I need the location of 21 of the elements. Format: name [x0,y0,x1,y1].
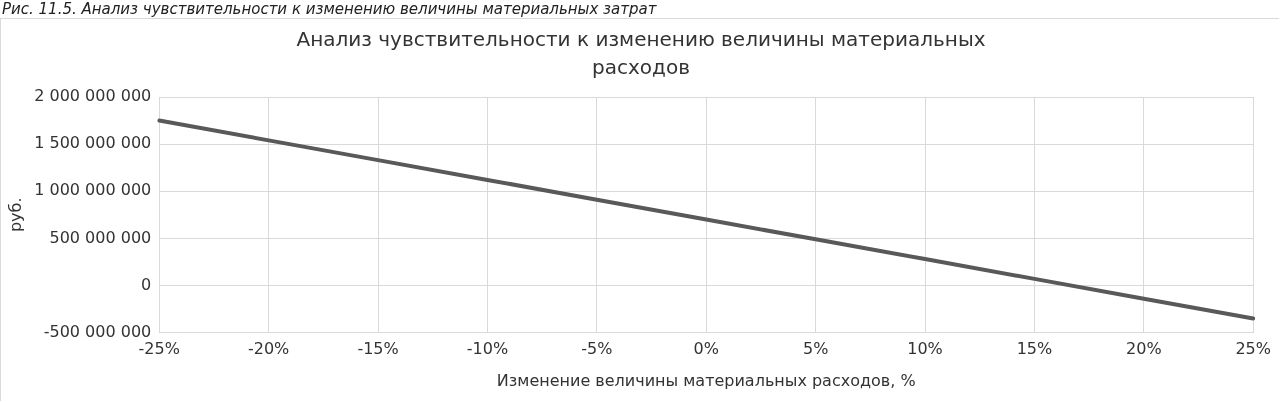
x-axis-title: Изменение величины материальных расходов, % [496,370,916,390]
x-tick-label: -25% [138,339,180,359]
x-tick-label: 10% [907,339,943,359]
x-tick-label: 15% [1016,339,1053,359]
y-tick-label: 1 500 000 000 [34,133,152,153]
y-tick-label: 500 000 000 [49,227,152,247]
y-tick-label: -500 000 000 [43,321,152,341]
x-tick-label: -5% [581,339,613,359]
x-tick-label: -20% [247,339,290,359]
y-tick-label: 2 000 000 000 [34,86,152,106]
chart-title: Анализ чувствительности к изменению величины материальных расходов [295,26,987,81]
text: Рис. 11.5. Анализ чувствительности к изменению величины материальных затрат [1,0,658,18]
x-tick-label: -10% [466,339,509,359]
x-tick-label: 25% [1235,339,1271,359]
x-tick-label: 5% [802,339,829,359]
x-tick-label: 20% [1126,339,1162,359]
y-tick-label: 0 [141,274,152,294]
x-tick-label: -15% [357,339,399,359]
y-tick-label: 1 000 000 000 [34,180,152,200]
y-axis-title: руб. [5,197,25,233]
x-tick-label: 0% [693,339,719,359]
